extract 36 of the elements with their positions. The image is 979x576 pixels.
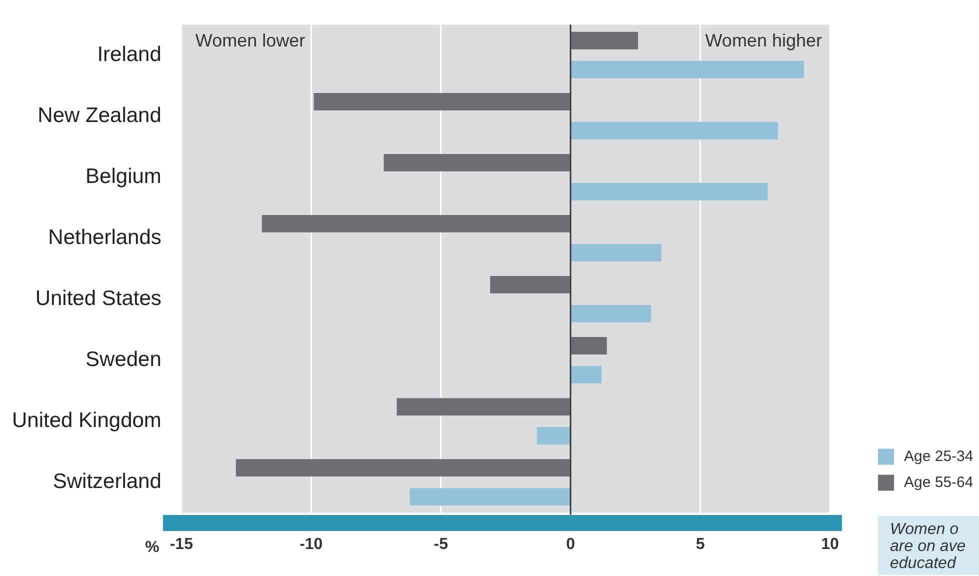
bar	[571, 337, 607, 354]
bar	[262, 215, 570, 232]
y-tick-label: New Zealand	[38, 104, 162, 127]
bar	[571, 305, 651, 322]
y-tick-label: United Kingdom	[12, 409, 162, 432]
bar	[571, 244, 662, 262]
x-tick-label: -5	[434, 536, 448, 553]
legend-label: Age 55-64	[904, 474, 974, 491]
bar	[571, 60, 804, 78]
y-tick-label: Netherlands	[48, 226, 162, 249]
annotation: Women lower	[195, 30, 306, 51]
y-tick-label: Sweden	[86, 348, 162, 372]
x-tick-label: -15	[170, 536, 194, 553]
bar	[410, 488, 570, 506]
bar	[384, 154, 570, 172]
x-tick-label: 10	[821, 536, 839, 553]
bar	[236, 459, 570, 476]
y-tick-label: Switzerland	[52, 470, 162, 494]
y-tick-label: United States	[35, 287, 162, 310]
bar	[396, 398, 570, 416]
y-tick-label: Ireland	[97, 42, 162, 66]
y-tick-label: Belgium	[86, 164, 162, 188]
annotation: Women higher	[705, 30, 822, 51]
x-tick-label: 5	[696, 536, 705, 553]
x-axis-title: %	[145, 539, 160, 556]
bar	[571, 32, 638, 50]
bar	[490, 276, 570, 294]
bar	[571, 122, 778, 140]
bar	[536, 427, 570, 444]
bar	[571, 366, 602, 384]
bar	[314, 92, 570, 110]
text: Women o are on ave educated	[878, 516, 979, 575]
legend-label: Age 25-34	[904, 448, 974, 465]
x-tick-label: -10	[300, 536, 323, 553]
x-tick-label: 0	[566, 536, 576, 553]
bar	[571, 182, 768, 200]
